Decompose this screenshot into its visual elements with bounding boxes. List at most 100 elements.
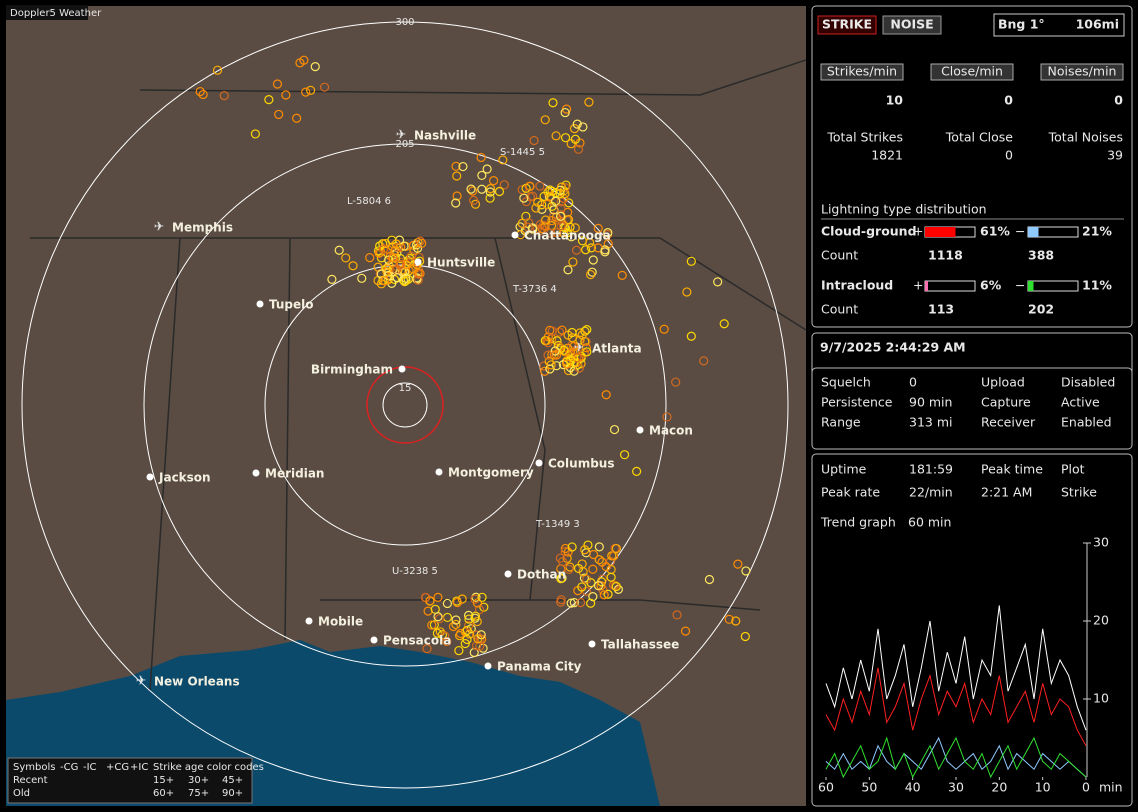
minus-sign: −	[1015, 278, 1025, 293]
bearing: Bng 1°	[998, 17, 1045, 32]
strike-symbol	[540, 366, 550, 376]
city-label: Macon	[649, 424, 693, 438]
strike-symbol	[462, 625, 472, 636]
strike-symbol	[422, 644, 432, 654]
strike-symbol	[392, 273, 402, 283]
strike-symbol	[555, 188, 565, 199]
strike-symbol	[572, 353, 582, 363]
noise-button[interactable]	[882, 15, 942, 35]
strike-symbol	[433, 592, 443, 602]
strike-symbol	[384, 255, 394, 265]
y-tick-label: 20	[1093, 613, 1109, 628]
storm-label: S-1445 5	[500, 147, 545, 158]
city-dot	[256, 300, 264, 308]
strike-symbol	[334, 245, 344, 255]
trend-line	[825, 736, 1087, 779]
city-label: Chattanooga	[524, 229, 611, 243]
strike-symbol	[540, 215, 551, 225]
strike-symbol	[489, 176, 499, 186]
city-label: Nashville	[414, 129, 476, 143]
strike-symbol	[584, 97, 594, 107]
percent-label: 6%	[980, 278, 1002, 293]
strike-symbol	[474, 605, 485, 615]
strike-symbol	[528, 224, 538, 234]
strike-symbol	[543, 350, 553, 360]
strike-symbol	[408, 264, 418, 274]
strike-symbol	[565, 222, 575, 232]
strike-symbol	[560, 107, 570, 118]
legend-type: -IC	[83, 762, 97, 773]
bar-fill	[925, 227, 956, 237]
count-value: 202	[1028, 302, 1054, 317]
strike-symbol	[593, 223, 603, 233]
strike-symbol	[585, 238, 595, 248]
strike-symbol	[348, 261, 358, 271]
strike-symbol	[588, 592, 598, 602]
strike-symbol	[525, 181, 535, 191]
bar-fill	[1028, 227, 1039, 237]
total-label: Total Close	[945, 130, 1014, 145]
percent-label: 61%	[980, 224, 1010, 239]
uptime-field: 22/min	[909, 485, 953, 500]
legend-old: Old	[13, 788, 30, 799]
strike-symbol	[295, 58, 305, 68]
strike-symbol	[588, 255, 598, 265]
uptime-field: Uptime	[821, 462, 867, 477]
strike-symbol	[557, 325, 567, 335]
city-label: Atlanta	[592, 342, 642, 356]
count-value: 388	[1028, 248, 1054, 263]
strike-symbol	[434, 614, 445, 624]
legend-age-title: Strike age color codes	[153, 762, 264, 773]
strike-symbol	[577, 582, 587, 592]
uptime-field: Peak time	[981, 462, 1043, 477]
close-ring	[366, 366, 444, 444]
trend-panel	[811, 453, 1133, 807]
strike-symbol	[567, 327, 577, 338]
total-value: 39	[1107, 148, 1123, 163]
strike-symbol	[547, 215, 557, 226]
strike-symbol	[740, 631, 750, 642]
strike-symbol	[485, 193, 495, 203]
stats-panel	[811, 5, 1133, 328]
strike-symbol	[427, 620, 437, 630]
airport-icon: ✈	[136, 673, 146, 688]
city-label: Jackson	[158, 471, 211, 485]
strike-symbol	[560, 133, 571, 143]
strike-symbol	[494, 186, 505, 197]
strike-symbol	[600, 247, 610, 257]
strike-symbol	[563, 265, 573, 275]
count-label: Count	[821, 302, 858, 317]
strike-symbol	[378, 239, 388, 249]
strike-symbol	[551, 131, 561, 141]
strike-symbol	[264, 95, 274, 105]
strike-symbol	[564, 564, 574, 574]
city-dot	[588, 640, 596, 648]
strike-symbol	[741, 566, 751, 576]
strike-symbol	[547, 326, 557, 336]
strike-symbol	[586, 243, 596, 253]
distance: 106mi	[1076, 17, 1119, 32]
x-tick-label: 50	[861, 780, 877, 795]
strike-symbol	[219, 91, 229, 101]
strike-symbol	[425, 596, 435, 606]
strike-symbol	[395, 260, 405, 270]
strike-symbol	[413, 275, 423, 285]
strike-symbol	[577, 330, 587, 340]
strike-symbol	[569, 598, 579, 608]
rate-header: Close/min	[941, 64, 1003, 79]
city-dot	[305, 617, 313, 625]
settings-panel	[811, 367, 1133, 450]
rate-header: Strikes/min	[827, 64, 897, 79]
strike-button-label: STRIKE	[822, 17, 872, 32]
strike-symbol	[555, 211, 566, 221]
strike-button[interactable]	[817, 15, 877, 35]
bearing-box	[993, 13, 1125, 37]
strike-symbol	[567, 333, 577, 343]
strike-symbol	[472, 598, 483, 608]
strike-symbol	[713, 277, 723, 287]
strike-symbol	[384, 261, 394, 271]
map	[6, 6, 806, 806]
city-label: Dothan	[517, 568, 566, 582]
x-tick-label: 40	[905, 780, 921, 795]
strike-symbol	[517, 185, 527, 195]
